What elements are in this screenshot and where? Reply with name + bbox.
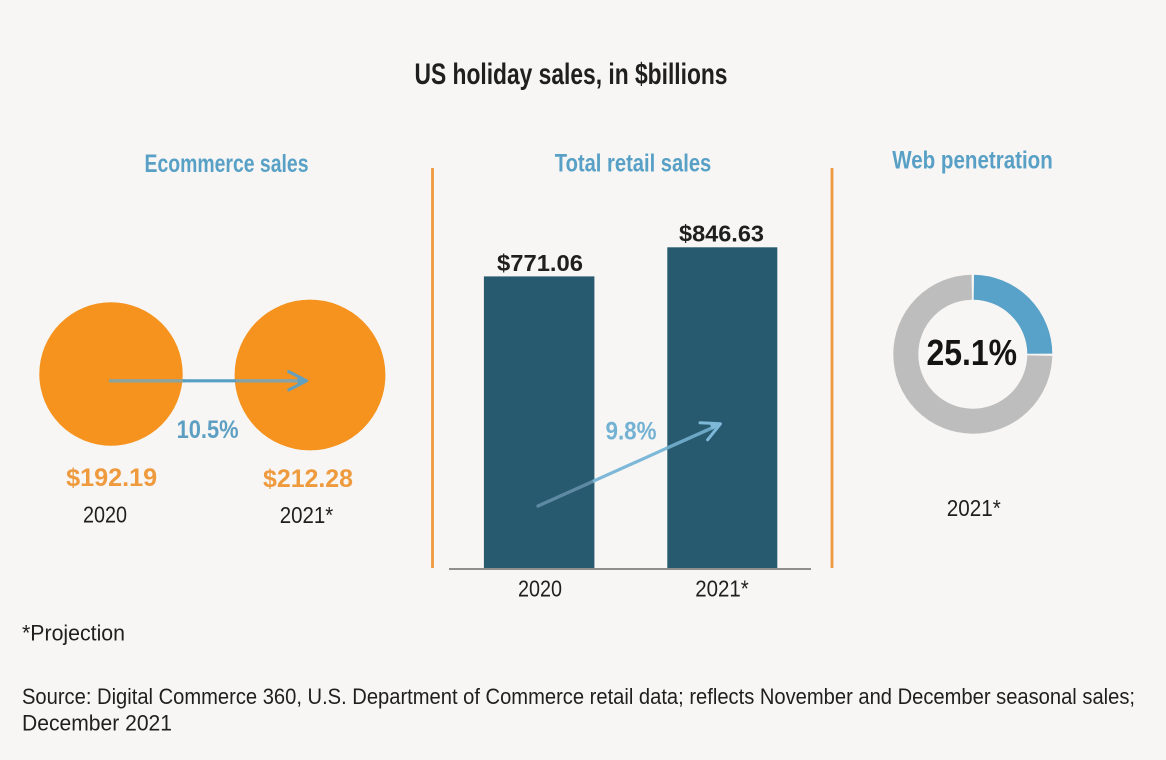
svg-text:2020: 2020 [83, 502, 127, 528]
svg-text:2020: 2020 [518, 576, 562, 602]
svg-text:Web penetration: Web penetration [892, 147, 1053, 175]
svg-text:$212.28: $212.28 [263, 465, 353, 493]
svg-text:10.5%: 10.5% [177, 416, 239, 444]
svg-text:US holiday sales, in $billions: US holiday sales, in $billions [415, 58, 728, 91]
svg-text:Source: Digital Commerce 360,: Source: Digital Commerce 360, U.S. Depar… [22, 684, 1135, 709]
svg-text:December 2021: December 2021 [22, 711, 172, 736]
svg-text:Total retail sales: Total retail sales [555, 150, 712, 178]
svg-text:2021*: 2021* [947, 495, 1001, 521]
svg-text:$192.19: $192.19 [66, 464, 157, 492]
svg-text:$771.06: $771.06 [497, 250, 583, 276]
svg-text:2021*: 2021* [695, 576, 749, 602]
svg-text:9.8%: 9.8% [606, 418, 657, 446]
svg-text:Ecommerce sales: Ecommerce sales [145, 150, 309, 178]
svg-text:25.1%: 25.1% [927, 332, 1018, 373]
svg-text:2021*: 2021* [280, 502, 334, 528]
svg-text:*Projection: *Projection [22, 621, 125, 646]
svg-text:$846.63: $846.63 [679, 221, 764, 247]
